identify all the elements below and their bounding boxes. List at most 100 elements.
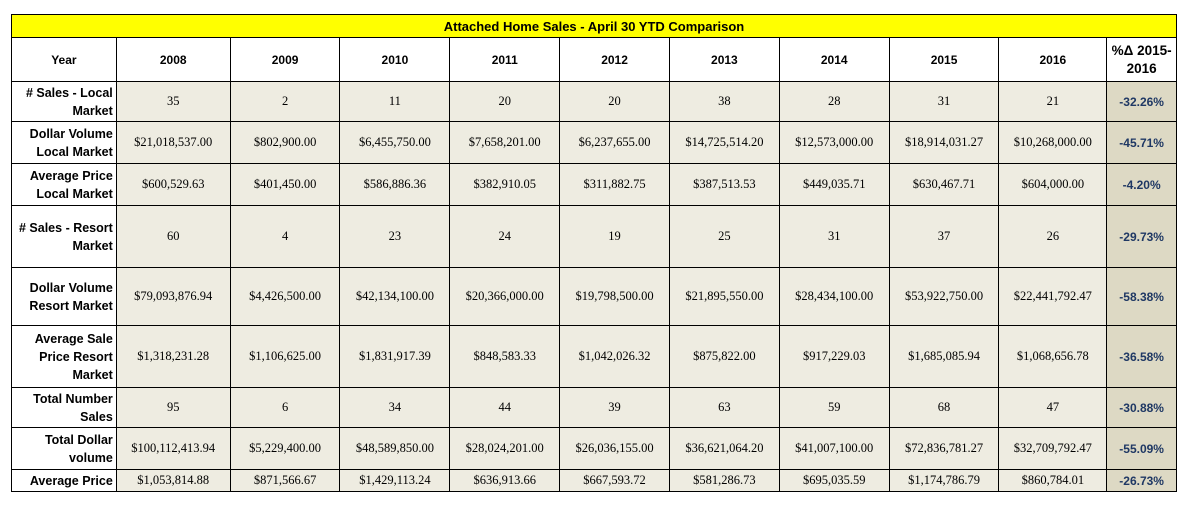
value-cell-2013: $21,895,550.00	[668, 267, 780, 326]
value-cell-2011: $848,583.33	[449, 325, 561, 388]
value-cell-2009: $871,566.67	[229, 469, 341, 492]
value-cell-2008: $600,529.63	[115, 163, 231, 206]
year-header-2008: 2008	[115, 37, 231, 82]
year-header: Year	[11, 37, 117, 82]
value-cell-2016: $860,784.01	[998, 469, 1108, 492]
table-row: Dollar Volume Local Market $21,018,537.00…	[11, 121, 1177, 164]
value-cell-2015: $72,836,781.27	[888, 427, 1000, 470]
value-cell-2012: $1,042,026.32	[559, 325, 670, 388]
value-cell-2016: $1,068,656.78	[998, 325, 1108, 388]
value-cell-2010: $1,831,917.39	[339, 325, 451, 388]
year-header-2011: 2011	[449, 37, 561, 82]
value-cell-2016: $32,709,792.47	[998, 427, 1108, 470]
year-header-2010: 2010	[339, 37, 451, 82]
value-cell-2014: 28	[778, 81, 890, 122]
value-cell-2008: $100,112,413.94	[115, 427, 231, 470]
table-row: # Sales - Resort Market 60 4 23 24 19 25 31 37 26…	[11, 205, 1177, 268]
value-cell-2015: 37	[888, 205, 1000, 268]
row-label: Dollar Volume Local Market	[11, 121, 117, 164]
title-row: Attached Home Sales - April 30 YTD Compa…	[11, 14, 1177, 38]
row-label: Average Sale Price Resort Market	[11, 325, 117, 388]
value-cell-2009: 4	[229, 205, 341, 268]
year-header-2016: 2016	[998, 37, 1108, 82]
value-cell-2016: 21	[998, 81, 1108, 122]
table-row: Average Price Local Market $600,529.63 $40…	[11, 163, 1177, 206]
value-cell-2016: 47	[998, 387, 1108, 428]
sales-table-container: Attached Home Sales - April 30 YTD Compa…	[11, 14, 1177, 492]
pct-change-cell: -26.73%	[1106, 469, 1177, 492]
value-cell-2013: 38	[668, 81, 780, 122]
value-cell-2013: 63	[668, 387, 780, 428]
table-title: Attached Home Sales - April 30 YTD Compa…	[11, 14, 1177, 38]
table-row: Dollar Volume Resort Market $79,093,876.9…	[11, 267, 1177, 326]
value-cell-2016: $604,000.00	[998, 163, 1108, 206]
value-cell-2013: $387,513.53	[668, 163, 780, 206]
value-cell-2014: 31	[778, 205, 890, 268]
year-header-2015: 2015	[888, 37, 1000, 82]
value-cell-2013: $36,621,064.20	[668, 427, 780, 470]
value-cell-2016: 26	[998, 205, 1108, 268]
pct-change-cell: -55.09%	[1106, 427, 1177, 470]
value-cell-2008: 60	[115, 205, 231, 268]
value-cell-2012: $26,036,155.00	[559, 427, 670, 470]
value-cell-2012: 39	[559, 387, 670, 428]
value-cell-2009: $401,450.00	[229, 163, 341, 206]
value-cell-2009: $802,900.00	[229, 121, 341, 164]
row-label: Dollar Volume Resort Market	[11, 267, 117, 326]
value-cell-2010: $42,134,100.00	[339, 267, 451, 326]
value-cell-2011: $28,024,201.00	[449, 427, 561, 470]
sales-comparison-table: Attached Home Sales - April 30 YTD Compa…	[11, 14, 1177, 492]
row-label: Total Dollar volume	[11, 427, 117, 470]
value-cell-2011: $20,366,000.00	[449, 267, 561, 326]
value-cell-2010: 11	[339, 81, 451, 122]
pct-change-cell: -45.71%	[1106, 121, 1177, 164]
value-cell-2016: $22,441,792.47	[998, 267, 1108, 326]
value-cell-2011: 20	[449, 81, 561, 122]
value-cell-2013: $581,286.73	[668, 469, 780, 492]
value-cell-2010: 23	[339, 205, 451, 268]
value-cell-2011: $382,910.05	[449, 163, 561, 206]
value-cell-2014: 59	[778, 387, 890, 428]
value-cell-2014: $28,434,100.00	[778, 267, 890, 326]
value-cell-2013: 25	[668, 205, 780, 268]
value-cell-2008: $1,053,814.88	[115, 469, 231, 492]
value-cell-2008: $79,093,876.94	[115, 267, 231, 326]
value-cell-2012: $19,798,500.00	[559, 267, 670, 326]
pct-change-cell: -29.73%	[1106, 205, 1177, 268]
value-cell-2009: 6	[229, 387, 341, 428]
value-cell-2015: $1,685,085.94	[888, 325, 1000, 388]
value-cell-2008: 35	[115, 81, 231, 122]
value-cell-2009: $5,229,400.00	[229, 427, 341, 470]
row-label: Total Number Sales	[11, 387, 117, 428]
table-row: Average Sale Price Resort Market $1,318,2…	[11, 325, 1177, 388]
value-cell-2012: $311,882.75	[559, 163, 670, 206]
value-cell-2013: $875,822.00	[668, 325, 780, 388]
value-cell-2009: $1,106,625.00	[229, 325, 341, 388]
row-label: Average Price Local Market	[11, 163, 117, 206]
value-cell-2015: 31	[888, 81, 1000, 122]
value-cell-2012: 20	[559, 81, 670, 122]
row-label: # Sales - Resort Market	[11, 205, 117, 268]
year-header-2013: 2013	[668, 37, 780, 82]
value-cell-2014: $12,573,000.00	[778, 121, 890, 164]
pct-change-cell: -30.88%	[1106, 387, 1177, 428]
value-cell-2015: $18,914,031.27	[888, 121, 1000, 164]
table-row: Total Number Sales 95 6 34 44 39 63 59 68 47 -30.8…	[11, 387, 1177, 428]
pct-change-cell: -36.58%	[1106, 325, 1177, 388]
value-cell-2014: $917,229.03	[778, 325, 890, 388]
value-cell-2010: $586,886.36	[339, 163, 451, 206]
value-cell-2008: $21,018,537.00	[115, 121, 231, 164]
row-label: # Sales - Local Market	[11, 81, 117, 122]
value-cell-2014: $695,035.59	[778, 469, 890, 492]
value-cell-2010: $48,589,850.00	[339, 427, 451, 470]
value-cell-2010: $1,429,113.24	[339, 469, 451, 492]
pct-change-header: %Δ 2015-2016	[1106, 37, 1177, 82]
year-header-2009: 2009	[229, 37, 341, 82]
year-header-2014: 2014	[778, 37, 890, 82]
value-cell-2013: $14,725,514.20	[668, 121, 780, 164]
value-cell-2008: $1,318,231.28	[115, 325, 231, 388]
value-cell-2012: $6,237,655.00	[559, 121, 670, 164]
value-cell-2012: 19	[559, 205, 670, 268]
pct-change-cell: -32.26%	[1106, 81, 1177, 122]
value-cell-2011: $636,913.66	[449, 469, 561, 492]
